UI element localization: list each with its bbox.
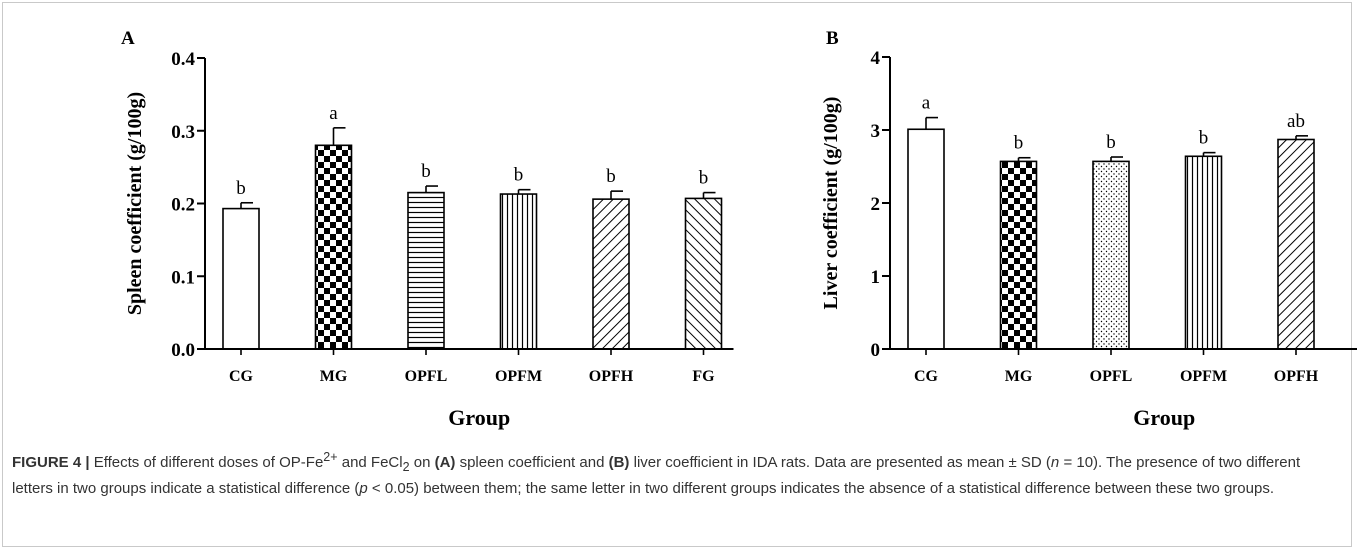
panel-b-label: B [826,28,839,49]
caption-p-var: p [359,480,368,497]
panel-a-category-label-mg: MG [320,368,348,385]
panel-b-ytick-label-0: 0 [871,340,881,361]
panel-a-category-label-fg: FG [692,368,715,385]
chart-panel-b: BaCGbMGbOPFLbOPFMabOPFHbFG01234Liver coe… [820,28,1357,430]
panel-a-y-axis-title: Spleen coefficient (g/100g) [124,92,146,315]
panel-a-bar-mg [314,144,353,350]
panel-a-ytick-label-2: 0.2 [171,195,195,216]
chart-panel-a: Ab CG a MG b OPFL b OPFM b OPFH b FG 0.0 0.1 0.2 0.3 0.4… [121,28,734,430]
panel-b-sig-letter-1: b [1014,133,1024,154]
caption-text-6: = 10). The presence of two different let… [12,454,1301,497]
panel-a-ytick-label-1: 0.1 [171,267,195,288]
panel-b-y-axis-title: Liver coefficient (g/100g) [820,97,842,310]
panel-a-category-label-opfh: OPFH [589,368,634,385]
panel-b-category-label-cg: CG [914,368,939,385]
panel-a-label: A [121,28,135,49]
panel-a-sig-letter-3: b [514,165,524,186]
caption-ref-b: (B) [608,454,630,471]
caption-text-2: and FeCl [341,454,403,471]
panel-b-bar-opfh [1277,138,1315,350]
panel-b-ytick-label-4: 4 [871,48,881,69]
panel-b-bar-opfl [1092,160,1130,350]
panel-a-category-label-cg: CG [229,368,254,385]
panel-a-category-label-opfl: OPFL [405,368,448,385]
panel-a-ytick-label-3: 0.3 [171,122,195,143]
panel-a-ytick-label-0: 0.0 [171,340,195,361]
caption-text-7: < 0.05) between them; the same letter in… [371,480,1274,497]
panel-a-sig-letter-4: b [606,166,616,187]
panel-a-bar-fg [684,197,723,350]
caption-sub-two: 2 [402,460,410,474]
panel-a-bar-opfm [499,193,538,350]
panel-a-category-label-opfm: OPFM [495,368,542,385]
panel-b-sig-letter-3: b [1199,128,1209,149]
panel-b-sig-letter-4: ab [1287,111,1305,132]
panel-b-category-label-opfh: OPFH [1274,368,1319,385]
panel-b-bar-cg [907,128,945,350]
caption-label: FIGURE 4 | [12,454,90,471]
panel-b-ytick-label-3: 3 [871,121,881,142]
panel-b-ytick-label-2: 2 [871,194,881,215]
panel-a-sig-letter-1: a [329,103,338,124]
panel-b-x-axis-title: Group [1133,405,1195,430]
caption-n-var: n [1050,454,1060,471]
panel-b-bar-mg [999,160,1038,350]
panel-a-ytick-label-4: 0.4 [171,49,195,70]
panel-a-sig-letter-5: b [699,168,709,189]
panel-b-bar-opfm [1184,155,1223,350]
caption-text-4: spleen coefficient and [459,454,605,471]
panel-b-ytick-label-1: 1 [871,267,881,288]
caption-sup-charge: 2+ [323,450,338,464]
figure-charts: Ab CG a MG b OPFL b OPFM b OPFH b FG 0.0 0.1 0.2 0.3 0.4… [121,28,1357,430]
caption-ref-a: (A) [434,454,456,471]
panel-b-category-label-opfm: OPFM [1180,368,1227,385]
figure-caption: FIGURE 4 | Effects of different doses of… [12,446,1342,500]
panel-b-sig-letter-0: a [922,93,931,114]
panel-a-x-axis-title: Group [448,405,510,430]
caption-text-5: liver coefficient in IDA rats. Data are … [633,454,1051,471]
panel-b-category-label-opfl: OPFL [1090,368,1133,385]
panel-a-bar-opfh [592,198,630,350]
panel-a-sig-letter-2: b [421,161,431,182]
caption-text-3: on [413,454,431,471]
panel-b-category-label-mg: MG [1005,368,1033,385]
caption-text-1: Effects of different doses of OP-Fe [93,454,324,471]
panel-b-sig-letter-2: b [1106,132,1116,153]
panel-a-sig-letter-0: b [236,178,246,199]
panel-a-bar-cg [222,207,260,350]
panel-a-bar-opfl [407,191,445,350]
